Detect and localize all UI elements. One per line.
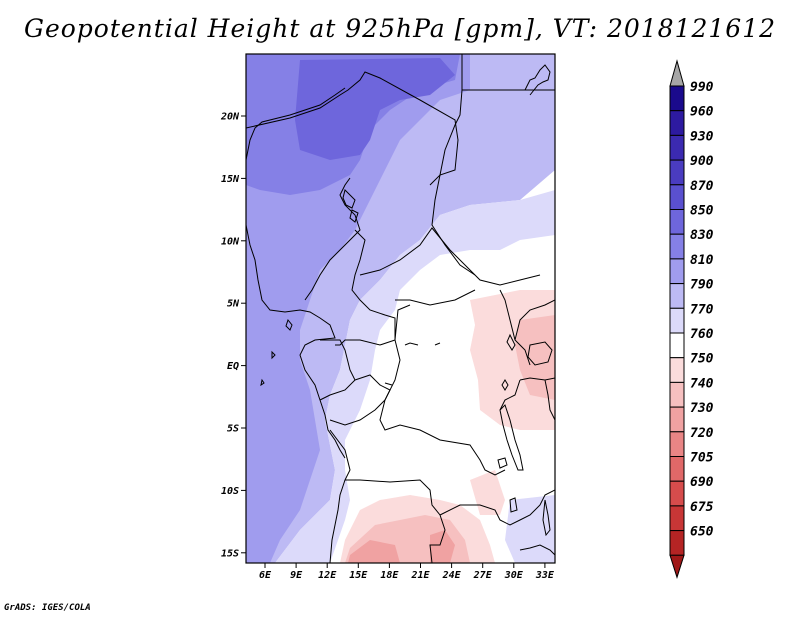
lake-albert (506, 333, 516, 351)
colorbar-swatch (669, 233, 685, 260)
colorbar-swatch (669, 134, 685, 161)
lon-tick-label: 21E (410, 570, 430, 581)
lat-tick-label: 10N (221, 236, 240, 247)
field-770 (275, 190, 555, 563)
map-frame (245, 53, 556, 564)
map-title: Geopotential Height at 925hPa [gpm], VT:… (23, 14, 777, 43)
colorbar-swatch (669, 381, 685, 408)
colorbar-swatch (669, 456, 685, 482)
map-panel (246, 54, 555, 563)
colorbar-label: 810 (690, 253, 714, 268)
borders (246, 54, 555, 563)
lon-tick-label: 24E (442, 570, 462, 581)
border-east (499, 289, 555, 421)
colorbar-swatch (669, 184, 685, 211)
colorbar-label: 650 (690, 525, 714, 540)
lat-tick-label: 5S (227, 424, 239, 435)
colorbar-label: 720 (690, 426, 714, 441)
lon-tick-label: 27E (473, 570, 493, 581)
lon-tick-label: 30E (504, 570, 524, 581)
colorbar-swatch (669, 530, 685, 556)
colorbar-swatch (669, 431, 685, 457)
lat-tick-label: 5N (227, 299, 240, 310)
colorbar-swatch (669, 480, 685, 507)
border-car (359, 227, 541, 306)
coast-lake-chad (342, 189, 359, 223)
border-zambia (439, 489, 555, 526)
colorbar-label: 760 (690, 327, 714, 342)
colorbar-bottom-arrow (669, 554, 685, 579)
colorbar-label: 770 (690, 302, 714, 317)
colorbar-label: 900 (690, 154, 714, 169)
colorbar-label: 730 (690, 401, 714, 416)
colorbar-label: 740 (690, 376, 714, 391)
colorbar-label: 870 (690, 179, 714, 194)
border-drc (379, 304, 506, 476)
field-730-south-2 (430, 530, 455, 563)
colorbar-top-arrow (669, 59, 685, 87)
lake-victoria (527, 341, 553, 366)
colorbar-swatch (669, 307, 685, 334)
colorbar-label: 690 (690, 475, 714, 490)
colorbar-label: 705 (690, 451, 714, 466)
gulf-islands (260, 318, 293, 387)
border-north (246, 71, 459, 186)
lake-mweru (497, 457, 518, 513)
colorbar-swatch (669, 258, 685, 285)
colorbar-label: 960 (690, 105, 714, 120)
lon-tick-label: 33E (535, 570, 555, 581)
colorbar-swatch (669, 406, 685, 433)
coastline-west (246, 87, 346, 459)
colorbar-swatch (669, 85, 685, 112)
lake-tanganyika (499, 404, 524, 471)
colorbar-swatch (669, 332, 685, 359)
border-nigeria (304, 177, 361, 301)
grads-credit: GrADS: IGES/COLA (4, 603, 91, 613)
border-angola (329, 429, 446, 563)
lake-malawi (542, 499, 551, 537)
colorbar-swatch (669, 505, 685, 532)
colorbar-swatch (669, 283, 685, 309)
border-cameroon (335, 229, 396, 346)
lon-tick-label: 9E (290, 570, 303, 581)
lon-tick-label: 12E (318, 570, 337, 581)
lat-tick-label: 20N (220, 112, 240, 123)
lat-tick-label: EQ (227, 361, 239, 372)
colorbar-label: 675 (690, 500, 714, 515)
colorbar-label: 850 (690, 204, 714, 219)
field-770-south (505, 495, 555, 563)
lon-tick-label: 18E (380, 570, 399, 581)
lon-tick-label: 15E (349, 570, 368, 581)
border-chad-sudan (431, 54, 555, 276)
river-congo (384, 342, 441, 386)
colorbar-label: 830 (690, 228, 714, 243)
field-750-sw (470, 470, 505, 515)
colorbar-label: 990 (690, 80, 714, 95)
latitude-axis: 20N 15N 10N 5N EQ 5S 10S 15S (220, 112, 246, 559)
colorbar-swatch (669, 159, 685, 186)
field-730-south (348, 540, 400, 563)
colorbar-label: 790 (690, 278, 714, 293)
colorbar-swatch (669, 110, 685, 136)
ne-coast (524, 64, 551, 96)
lat-tick-label: 15S (221, 548, 239, 559)
colorbar-label: 930 (690, 129, 714, 144)
colorbar-label: 750 (690, 352, 714, 367)
lake-kivu (501, 379, 509, 391)
field-850 (295, 58, 455, 160)
lat-tick-label: 15N (221, 174, 240, 185)
lon-tick-label: 6E (259, 570, 272, 581)
colorbar-swatch (669, 357, 685, 383)
lat-tick-label: 10S (221, 486, 239, 497)
colorbar-swatch (669, 209, 685, 235)
se-border (519, 544, 555, 556)
longitude-axis: 6E 9E 12E 15E 18E 21E 24E 27E 30E 33E (259, 563, 555, 581)
colorbar: 990 960 930 900 870 850 830 810 790 770 760 750 740 7… (669, 59, 714, 579)
